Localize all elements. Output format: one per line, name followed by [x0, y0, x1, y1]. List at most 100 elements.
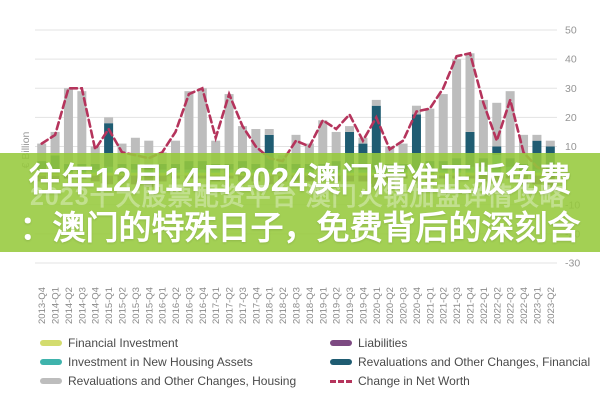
bar-segment: [104, 123, 114, 167]
bar-segment: [237, 126, 247, 162]
legend-label: Liabilities: [358, 336, 408, 350]
x-tick-label: 2022-Q2: [492, 287, 503, 324]
bar-segment: [264, 134, 274, 170]
bar-segment: [197, 88, 207, 162]
x-tick-label: 2019-Q2: [332, 287, 343, 324]
x-tick-label: 2021-Q1: [425, 287, 436, 324]
x-tick-label: 2016-Q2: [171, 287, 182, 324]
legend-label: Financial Investment: [68, 336, 179, 350]
x-tick-label: 2015-Q2: [118, 287, 129, 324]
bar-segment: [492, 102, 502, 147]
x-tick-label: 2015-Q1: [104, 287, 115, 324]
bar-segment: [478, 99, 488, 159]
bar-segment: [50, 131, 60, 156]
x-tick-label: 2021-Q2: [439, 287, 450, 324]
bar-segment: [411, 105, 421, 115]
legend-color-swatch-icon: [330, 359, 352, 365]
overlay-title-line1: 往年12月14日2024澳门精准正版免费: [28, 161, 572, 198]
bar-segment: [345, 126, 355, 132]
x-tick-label: 2017-Q2: [225, 287, 236, 324]
y-tick-label: 40: [565, 54, 577, 66]
x-tick-label: 2013-Q4: [37, 287, 48, 324]
bar-segment: [104, 117, 114, 124]
x-tick-label: 2020-Q1: [372, 287, 383, 324]
promo-overlay-banner: 2023十大股票配资平台 澳门火锅加盟详情攻略 往年12月14日2024澳门精准…: [0, 153, 600, 252]
bar-segment: [291, 134, 301, 164]
x-tick-label: 2014-Q3: [77, 287, 88, 324]
bar-segment: [425, 108, 435, 162]
bar-segment: [545, 140, 555, 147]
bar-segment: [130, 137, 140, 164]
bar-segment: [224, 94, 234, 164]
x-tick-label: 2018-Q2: [278, 287, 289, 324]
change-in-net-worth-line: [40, 51, 552, 174]
bar-segment: [63, 88, 73, 164]
bar-segment: [532, 134, 542, 141]
x-tick-label: 2021-Q4: [466, 287, 477, 324]
x-tick-label: 2016-Q4: [198, 287, 209, 324]
bar-segment: [144, 140, 154, 164]
bar-segment: [331, 131, 341, 162]
bar-segment: [318, 120, 328, 164]
x-tick-label: 2017-Q1: [211, 287, 222, 324]
bar-segment: [371, 105, 381, 170]
legend-item: Financial Investment: [40, 335, 290, 351]
bar-segment: [492, 146, 502, 156]
bar-segment: [505, 91, 515, 159]
x-tick-label: 2014-Q4: [91, 287, 102, 324]
x-tick-label: 2017-Q4: [251, 287, 262, 324]
legend-item: Liabilities: [330, 335, 590, 351]
x-tick-label: 2018-Q3: [292, 287, 303, 324]
chart-legend: Financial Investment Investment in New Ho…: [0, 331, 600, 393]
legend-label: Revaluations and Other Changes, Financia…: [358, 355, 591, 369]
legend-label: Investment in New Housing Assets: [68, 355, 253, 369]
bar-segment: [438, 94, 448, 162]
legend-color-swatch-icon: [330, 340, 352, 346]
x-tick-label: 2018-Q4: [305, 287, 316, 324]
x-tick-label: 2017-Q3: [238, 287, 249, 324]
x-tick-label: 2022-Q3: [506, 287, 517, 324]
legend-color-swatch-icon: [40, 378, 62, 384]
bar-segment: [171, 140, 181, 164]
x-tick-label: 2019-Q4: [358, 287, 369, 324]
x-tick-label: 2020-Q4: [412, 287, 423, 324]
bar-segment: [37, 143, 47, 162]
bar-segment: [184, 91, 194, 162]
legend-color-swatch-icon: [40, 359, 62, 365]
x-tick-label: 2019-Q1: [318, 287, 329, 324]
legend-color-swatch-icon: [40, 340, 62, 346]
x-tick-label: 2023-Q2: [546, 287, 557, 324]
x-tick-label: 2015-Q3: [131, 287, 142, 324]
x-tick-label: 2022-Q4: [519, 287, 530, 324]
legend-column: Liabilities Revaluations and Other Change…: [330, 331, 590, 393]
x-tick-label: 2022-Q1: [479, 287, 490, 324]
y-tick-label: -30: [565, 258, 580, 270]
x-tick-label: 2023-Q1: [532, 287, 543, 324]
y-tick-label: 50: [565, 25, 577, 37]
y-tick-label: 30: [565, 83, 577, 95]
legend-label: Change in Net Worth: [358, 374, 470, 388]
legend-item: Investment in New Housing Assets: [40, 354, 290, 370]
bar-segment: [465, 53, 475, 132]
bar-segment: [411, 114, 421, 170]
y-tick-label: 20: [565, 112, 577, 124]
overlay-title-line2: ：澳门的特殊日子，免费背后的深刻含: [19, 209, 581, 246]
legend-item: Revaluations and Other Changes, Financia…: [330, 354, 590, 370]
x-tick-label: 2018-Q1: [265, 287, 276, 324]
x-tick-label: 2014-Q1: [51, 287, 62, 324]
x-tick-label: 2014-Q2: [64, 287, 75, 324]
watermark-text: 2023十大股票配资平台 澳门火锅加盟详情攻略: [30, 183, 566, 211]
bar-segment: [264, 129, 274, 135]
bar-segment: [211, 140, 221, 164]
legend-item: Revaluations and Other Changes, Housing: [40, 373, 296, 389]
x-tick-label: 2020-Q3: [399, 287, 410, 324]
bar-segment: [465, 131, 475, 167]
legend-dashed-line-icon: [330, 379, 352, 383]
x-tick-label: 2020-Q2: [385, 287, 396, 324]
x-tick-label: 2021-Q3: [452, 287, 463, 324]
x-tick-label: 2016-Q1: [158, 287, 169, 324]
x-tick-label: 2016-Q3: [184, 287, 195, 324]
bar-segment: [77, 91, 87, 164]
legend-item: Change in Net Worth: [330, 373, 590, 389]
